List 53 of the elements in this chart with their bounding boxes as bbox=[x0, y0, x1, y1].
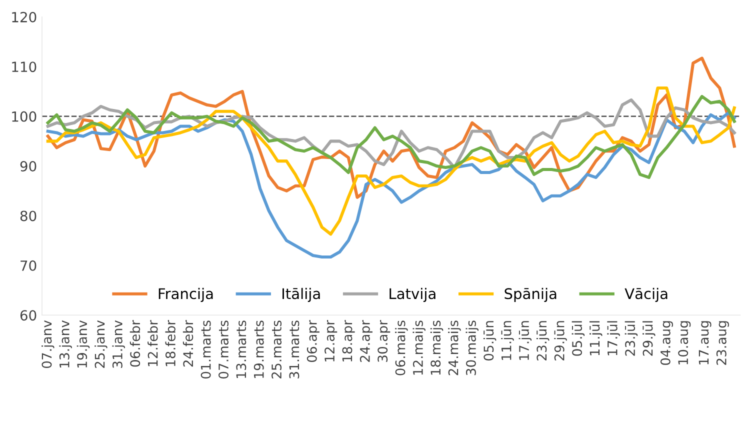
x-tick-label: 12.apr bbox=[324, 320, 338, 362]
y-tick-label: 100 bbox=[12, 111, 36, 122]
x-tick-label: 05.jūl bbox=[572, 321, 585, 356]
x-tick-label: 23.jūl bbox=[624, 321, 638, 356]
x-tick-label: 17.jūl bbox=[607, 321, 620, 356]
x-tick-label: 30.maijs bbox=[466, 320, 479, 376]
x-tick-label: 11.jūn bbox=[501, 321, 514, 360]
legend-label: Francija bbox=[158, 288, 213, 302]
x-tick-label: 13.marts bbox=[236, 320, 246, 378]
y-tick-label: 110 bbox=[12, 62, 36, 72]
x-tick-label: 17.jūn bbox=[518, 321, 532, 360]
x-tick-label: 30.apr bbox=[378, 320, 390, 362]
line-series bbox=[46, 86, 736, 236]
x-tick-label: 10.aug bbox=[678, 321, 691, 364]
y-tick-label: 120 bbox=[12, 12, 36, 22]
x-tick-label: 06.maijs bbox=[395, 320, 408, 376]
x-tick-label: 23.aug bbox=[716, 321, 729, 365]
x-tick-label: 19.marts bbox=[254, 320, 264, 378]
x-tick-label: 24.febr bbox=[182, 320, 194, 367]
x-tick-label: 18.apr bbox=[342, 320, 355, 362]
x-tick-label: 18.febr bbox=[165, 320, 176, 366]
x-tick-label: 29.jūn bbox=[554, 321, 567, 360]
line-series bbox=[46, 94, 736, 179]
x-tick-label: 17.aug bbox=[698, 321, 712, 364]
x-tick-label: 25.janv bbox=[94, 320, 108, 368]
legend-label: Spānija bbox=[504, 288, 556, 302]
x-tick-label: 05.jūn bbox=[483, 321, 496, 360]
x-tick-label: 31.marts bbox=[289, 320, 300, 378]
x-tick-label: 13.janv bbox=[59, 320, 72, 368]
legend-label: Latvija bbox=[390, 288, 436, 302]
x-tick-label: 04.aug bbox=[660, 321, 673, 365]
x-tick-label: 23.jūn bbox=[536, 321, 550, 360]
x-tick-label: 24.apr bbox=[360, 320, 372, 362]
legend-label: Vācija bbox=[624, 288, 668, 302]
x-tick-label: 31.janv bbox=[112, 320, 125, 368]
x-tick-label: 06.apr bbox=[306, 320, 320, 362]
x-tick-label: 24.maijs bbox=[448, 320, 461, 376]
x-tick-label: 12.febr bbox=[148, 320, 158, 366]
y-tick-label: 60 bbox=[20, 310, 36, 321]
x-tick-label: 29.jūl bbox=[642, 321, 656, 356]
x-tick-label: 11.jūl bbox=[590, 321, 602, 356]
x-tick-label: 18.maijs bbox=[430, 320, 444, 375]
x-tick-label: 12.maijs bbox=[412, 320, 426, 375]
x-tick-label: 01.marts bbox=[200, 320, 211, 379]
x-tick-label: 25.marts bbox=[272, 320, 282, 378]
x-tick-label: 06.febr bbox=[130, 320, 140, 367]
y-tick-label: 70 bbox=[20, 260, 36, 271]
x-tick-label: 07.janv bbox=[42, 320, 54, 368]
x-tick-label: 07.marts bbox=[218, 320, 228, 379]
legend-label: Itālija bbox=[282, 288, 320, 302]
y-tick-label: 90 bbox=[20, 160, 36, 172]
x-tick-label: 19.janv bbox=[76, 320, 90, 368]
y-tick-label: 80 bbox=[20, 210, 36, 222]
